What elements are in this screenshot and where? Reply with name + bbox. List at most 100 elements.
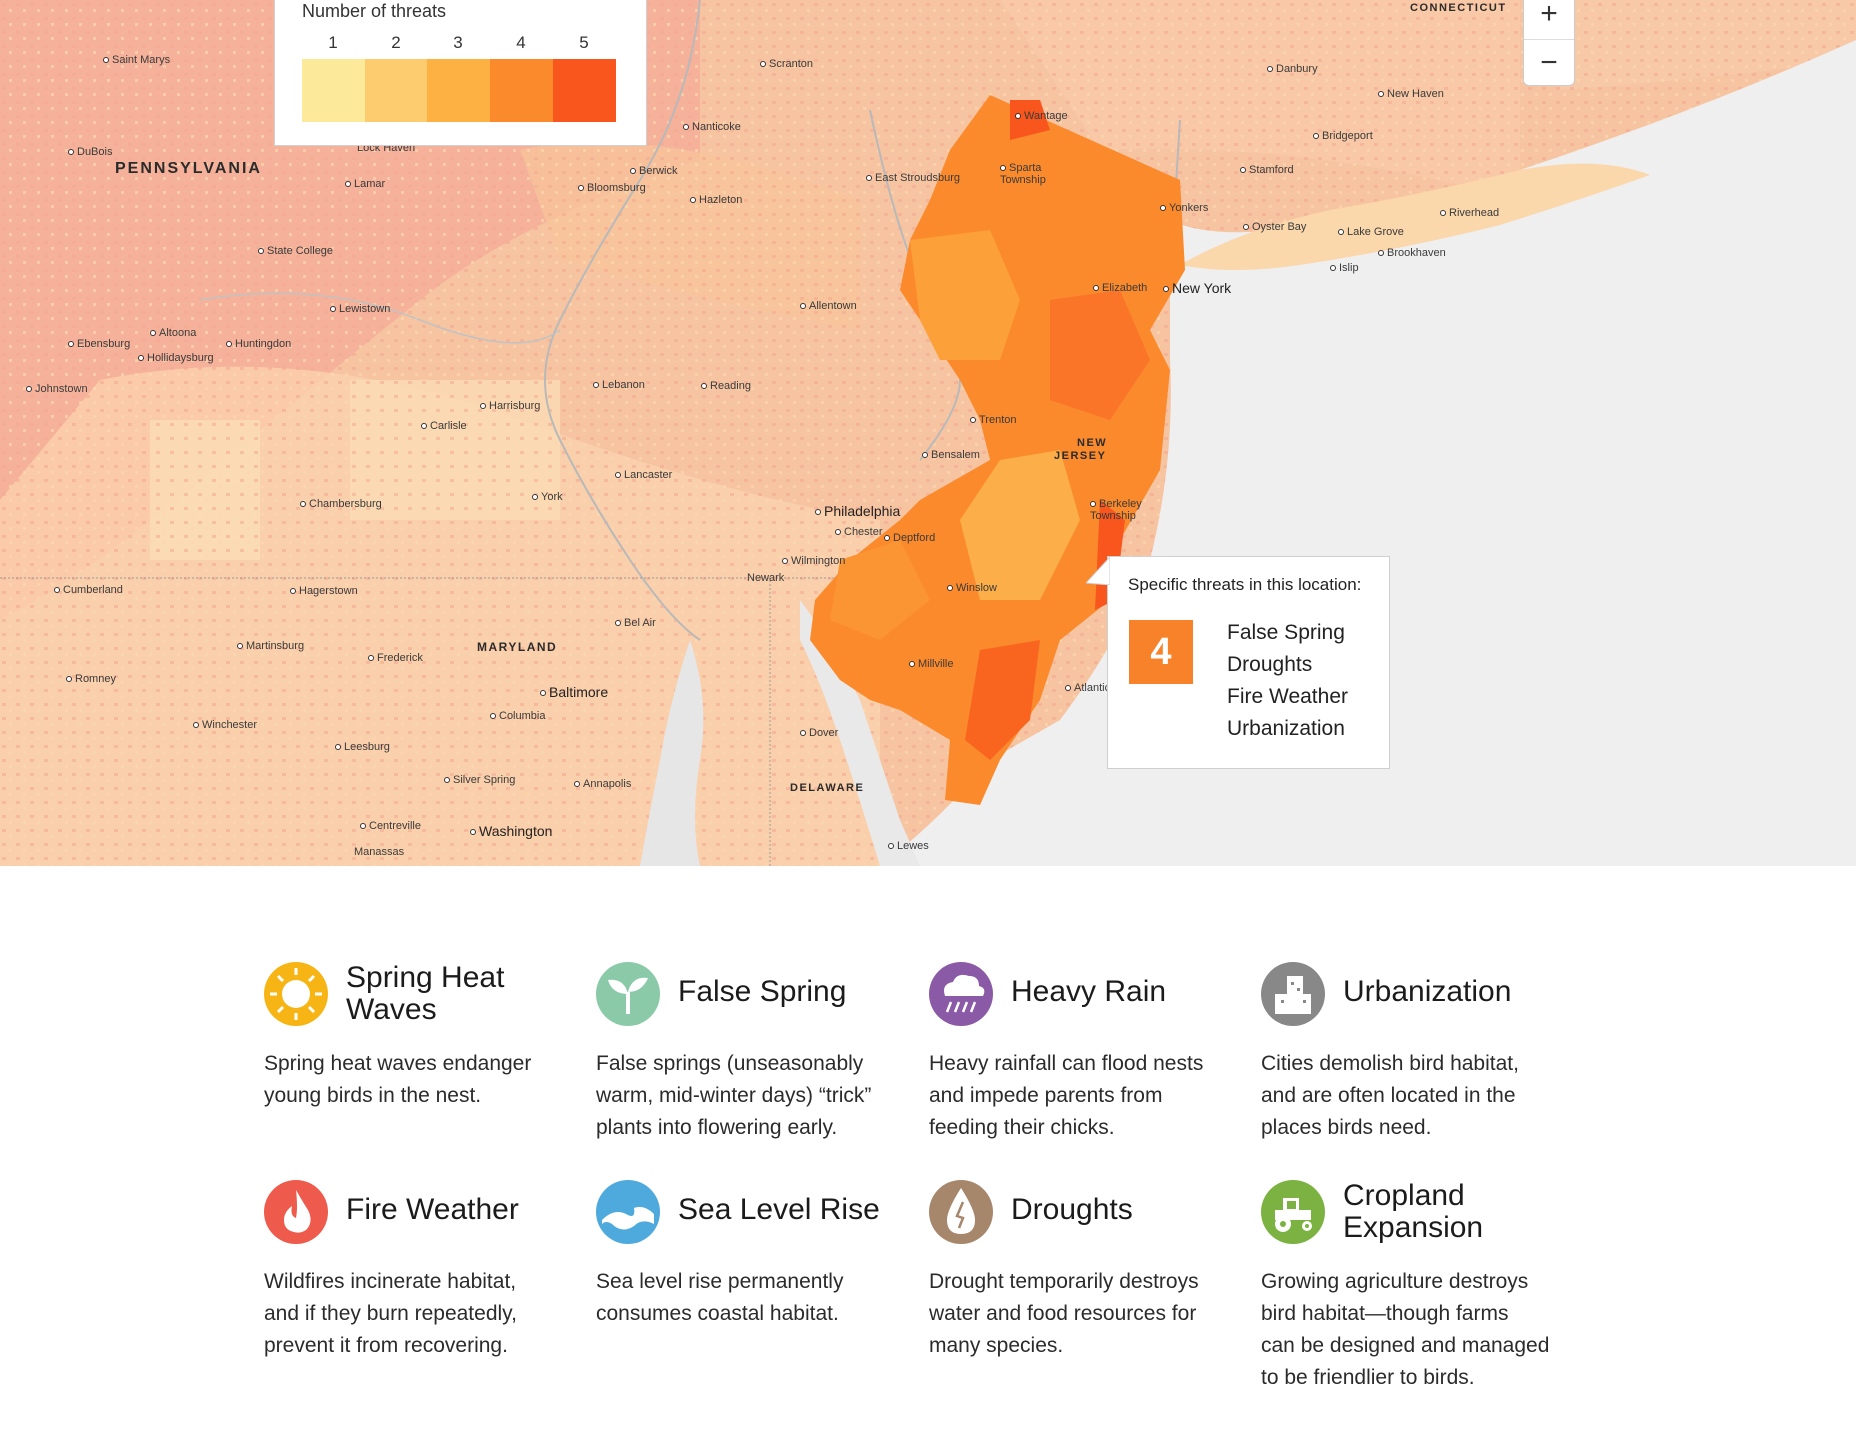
place-label: Oyster Bay (1243, 221, 1306, 233)
place-label: Hollidaysburg (138, 352, 214, 364)
place-label: Lake Grove (1338, 226, 1404, 238)
place-label: Berwick (630, 165, 678, 177)
threat-map[interactable]: PENNSYLVANIA MARYLAND NEW JERSEY DELAWAR… (0, 0, 1856, 866)
place-label: Hazleton (690, 194, 742, 206)
place-label: Huntingdon (226, 338, 291, 350)
place-label: State College (258, 245, 333, 257)
popup-threat-item: False Spring (1227, 621, 1345, 644)
place-label: Ebensburg (68, 338, 130, 350)
place-label: Nanticoke (683, 121, 741, 133)
place-label: Lewistown (330, 303, 390, 315)
popup-pointer-icon (1086, 556, 1110, 585)
place-label: Stamford (1240, 164, 1294, 176)
zoom-in-button[interactable]: + (1540, 0, 1558, 30)
state-label-new-jersey-2: JERSEY (1054, 450, 1107, 462)
place-label: Silver Spring (444, 774, 515, 786)
flame-icon (264, 1180, 328, 1244)
legend-level-label: 1 (328, 33, 338, 52)
place-label: Cumberland (54, 584, 123, 596)
state-label-pennsylvania: PENNSYLVANIA (115, 160, 262, 177)
place-label: Winchester (193, 719, 257, 731)
legend-swatch (427, 59, 490, 122)
threat-card-title: Heavy Rain (1011, 975, 1167, 1008)
threat-card-description: Heavy rainfall can flood nests and impede… (929, 1052, 1204, 1139)
place-label: Bensalem (922, 449, 980, 461)
place-label: Bel Air (615, 617, 656, 629)
sun-icon (264, 962, 328, 1026)
place-label: York (532, 491, 563, 503)
location-popup: Specific threats in this location: 4 Fal… (1086, 556, 1390, 769)
legend-level-label: 2 (391, 33, 401, 52)
threat-card-title: Spring Heat (346, 961, 505, 994)
place-label: Brookhaven (1378, 247, 1446, 259)
place-label: Yonkers (1160, 202, 1208, 214)
place-label: East Stroudsburg (866, 172, 960, 184)
legend-level-label: 4 (516, 33, 526, 52)
place-label: Leesburg (335, 741, 390, 753)
place-label: Allentown (800, 300, 857, 312)
place-label: Manassas (354, 846, 405, 858)
threat-card-description: Spring heat waves endanger young birds in… (264, 1052, 532, 1107)
place-label: Lamar (345, 178, 385, 190)
popup-title: Specific threats in this location: (1128, 575, 1362, 594)
threat-card-description: Sea level rise permanently consumes coast… (596, 1270, 844, 1325)
place-label: Islip (1330, 262, 1359, 274)
popup-threat-item: Urbanization (1227, 717, 1345, 740)
place-label: Berkeley Township (1090, 498, 1150, 522)
place-label: Lebanon (593, 379, 645, 391)
threat-card-description: False springs (unseasonably warm, mid-win… (596, 1052, 872, 1139)
threat-card-title: Urbanization (1343, 975, 1512, 1008)
place-label: Bridgeport (1313, 130, 1373, 142)
place-label: Martinsburg (237, 640, 304, 652)
threat-count-badge: 4 (1129, 620, 1193, 684)
place-label: Altoona (150, 327, 196, 339)
place-label: Lewes (888, 840, 929, 852)
popup-threat-list: False Spring Droughts Fire Weather Urban… (1227, 617, 1348, 745)
threat-card-title: Cropland (1343, 1179, 1465, 1212)
threat-card-title: Fire Weather (346, 1193, 519, 1226)
place-label: Millville (909, 658, 953, 670)
threat-card-description: Cities demolish bird habitat, and are oft… (1261, 1052, 1519, 1139)
place-label: Danbury (1267, 63, 1318, 75)
place-label: Baltimore (540, 684, 608, 700)
popup-threat-item: Fire Weather (1227, 685, 1348, 708)
rain-cloud-icon (929, 962, 993, 1026)
threat-card-description: Drought temporarily destroys water and fo… (929, 1270, 1199, 1357)
threat-card-title: False Spring (678, 975, 847, 1008)
legend-swatch (302, 59, 365, 122)
tractor-icon (1261, 1180, 1325, 1244)
place-label: Bloomsburg (578, 182, 646, 194)
place-label: Centreville (360, 820, 421, 832)
place-label: Elizabeth (1093, 282, 1147, 294)
threat-card-title: Waves (346, 993, 437, 1026)
place-label: Sparta Township (1000, 162, 1060, 186)
popup-threat-item: Droughts (1227, 653, 1313, 676)
wave-icon (596, 1180, 660, 1244)
threat-card-description: Growing agriculture destroys bird habitat… (1261, 1270, 1550, 1389)
legend-swatch (365, 59, 428, 122)
state-label-new-jersey-1: NEW (1077, 437, 1108, 449)
place-label: Wilmington (782, 555, 845, 567)
place-label: Romney (66, 673, 116, 685)
place-label: Atlantic (1065, 682, 1110, 694)
place-label: Hagerstown (290, 585, 358, 597)
place-label: Washington (470, 823, 552, 839)
place-label: Riverhead (1440, 207, 1499, 219)
zoom-out-button[interactable]: − (1524, 39, 1574, 86)
place-label: Newark (747, 572, 785, 584)
place-label: Deptford (884, 532, 935, 544)
legend-swatch (490, 59, 553, 122)
state-label-maryland: MARYLAND (477, 640, 558, 654)
state-label-delaware: DELAWARE (790, 782, 865, 794)
place-label: DuBois (68, 146, 112, 158)
place-label: Wantage (1015, 110, 1068, 122)
sprout-icon (596, 962, 660, 1026)
place-label: Carlisle (421, 420, 467, 432)
place-label: Columbia (490, 710, 545, 722)
place-label: Annapolis (574, 778, 631, 790)
place-label: Winslow (947, 582, 997, 594)
threat-card-title: Sea Level Rise (678, 1193, 880, 1226)
threat-card-title: Droughts (1011, 1193, 1133, 1226)
place-label: Dover (800, 727, 838, 739)
legend-level-label: 5 (579, 33, 589, 52)
